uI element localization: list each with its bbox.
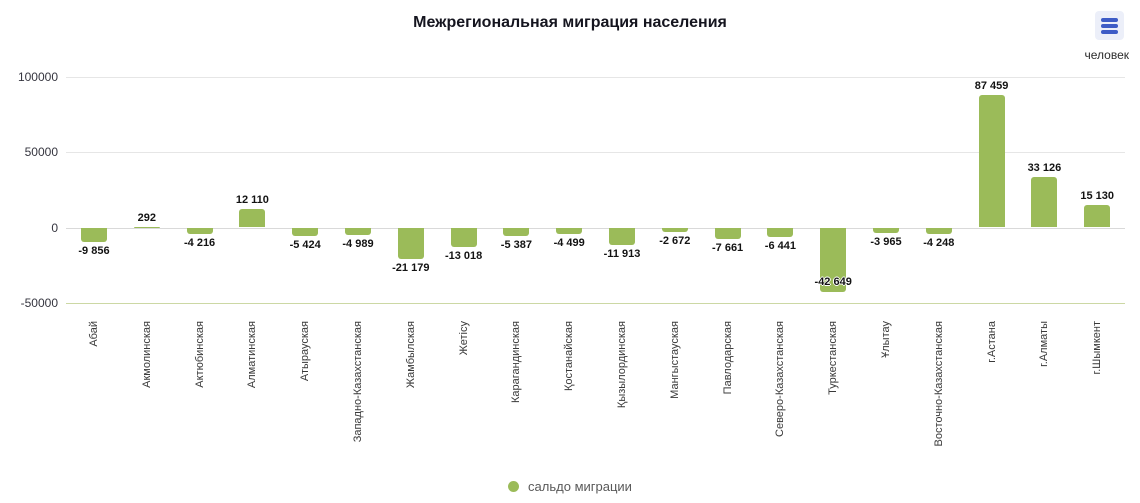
bar[interactable] [661, 227, 688, 232]
y-axis-tick-label: 100000 [17, 69, 58, 84]
bar[interactable] [873, 227, 899, 234]
legend-marker [508, 481, 520, 492]
x-axis-category-label: Ұлытау [880, 321, 892, 358]
hamburger-menu-icon [1101, 17, 1118, 34]
bar[interactable] [345, 227, 371, 236]
x-axis-category-label: Алматинская [246, 321, 259, 389]
x-axis-category-label: г.Шымкент [1091, 321, 1104, 375]
bar-value-label: 87 459 [974, 80, 1009, 93]
x-axis-category-label: Жетісу [457, 321, 470, 356]
legend-item-saldo[interactable]: сальдо миграции [508, 479, 632, 494]
bar-value-label: 292 [137, 211, 156, 224]
bar-value-label: -4 248 [923, 236, 955, 249]
x-axis-category-label: Атырауская [299, 321, 312, 382]
bar-value-label: 12 110 [235, 194, 269, 207]
gridline [66, 227, 1125, 229]
bar[interactable] [133, 226, 160, 228]
x-axis-category-label: Абай [88, 321, 100, 347]
bar[interactable] [925, 227, 952, 234]
x-axis-category-label: Туркестанская [827, 321, 840, 395]
gridline [66, 76, 1125, 78]
legend: сальдо миграции [0, 479, 1140, 494]
bar[interactable] [503, 227, 530, 236]
bar-value-label: -7 661 [711, 242, 744, 255]
gridline [66, 152, 1125, 153]
bar[interactable] [609, 227, 635, 246]
x-axis-category-label: Восточно-Казахстанская [932, 321, 945, 447]
bar[interactable] [450, 227, 477, 248]
bar-value-label: -4 216 [183, 236, 216, 249]
bar-value-label: -9 856 [78, 245, 110, 258]
bar[interactable] [81, 227, 107, 243]
x-axis-category-label: Актюбинская [193, 321, 206, 388]
bar-value-label: -5 424 [289, 238, 321, 251]
x-axis-category-label: Карагандинская [510, 321, 523, 403]
y-axis-tick-label: 0 [51, 220, 58, 235]
x-axis-category-label: Мангыстауская [668, 321, 681, 399]
x-axis-category-label: Қызылординская [616, 321, 628, 409]
axis-units-label: человек [1084, 48, 1129, 62]
x-axis-category-label: Западно-Казахстанская [352, 321, 364, 443]
x-axis-category-label: г.Алматы [1038, 321, 1051, 367]
y-axis-tick-label: -50000 [20, 296, 58, 310]
bar[interactable] [1084, 204, 1111, 228]
x-axis-category-label: Павлодарская [721, 321, 734, 395]
chart-menu-button[interactable] [1095, 11, 1124, 40]
bar[interactable] [767, 227, 794, 238]
bar[interactable] [239, 209, 266, 228]
bar[interactable] [714, 227, 741, 240]
chart-title: Межрегиональная миграция населения [413, 14, 727, 31]
bar[interactable] [292, 227, 319, 236]
x-axis-category-label: Қостанайская [563, 321, 576, 392]
bar-value-label: -21 179 [392, 262, 430, 275]
gridline [66, 303, 1125, 304]
x-axis-category-label: Жамбылская [404, 321, 417, 389]
x-axis-category-label: г.Астана [985, 321, 998, 363]
bar[interactable] [978, 95, 1005, 228]
bar[interactable] [186, 227, 213, 234]
bar[interactable] [1031, 177, 1058, 228]
bar[interactable] [397, 227, 424, 260]
bar[interactable] [820, 227, 847, 292]
x-axis-category-label: Акмолинская [140, 321, 153, 388]
legend-label: сальдо миграции [528, 479, 632, 494]
y-axis-tick-label: 50000 [24, 145, 58, 159]
bar-value-label: -11 913 [603, 248, 641, 261]
x-axis-category-label: Северо-Казахстанская [774, 321, 787, 437]
bar[interactable] [556, 227, 583, 235]
